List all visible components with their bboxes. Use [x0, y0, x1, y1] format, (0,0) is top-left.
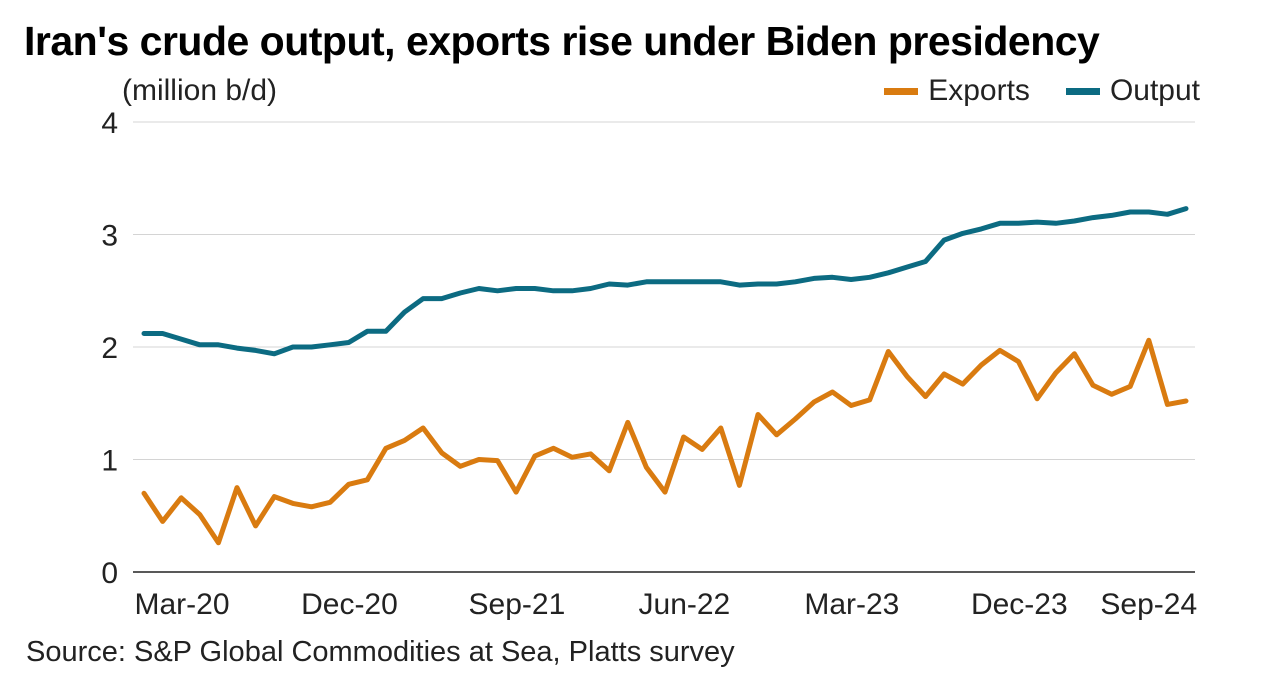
y-tick-label-0: 0 [101, 557, 118, 590]
x-tick-label-mar-20: Mar-20 [134, 588, 229, 621]
y-tick-label-1: 1 [101, 445, 118, 478]
x-tick-label-sep-24: Sep-24 [1100, 588, 1197, 621]
legend-label-output: Output [1109, 74, 1200, 107]
legend-label-exports: Exports [928, 74, 1030, 107]
source-note: Source: S&P Global Commodities at Sea, P… [26, 636, 735, 668]
legend-swatch-exports [884, 87, 919, 95]
x-tick-label-sep-21: Sep-21 [469, 588, 566, 621]
x-tick-label-mar-23: Mar-23 [804, 588, 899, 621]
legend-item-output: Output [1065, 74, 1200, 108]
series-line-exports [141, 337, 1189, 546]
x-tick-label-dec-20: Dec-20 [301, 588, 398, 621]
y-tick-label-3: 3 [101, 220, 118, 253]
y-tick-label-4: 4 [101, 107, 118, 140]
y-tick-label-2: 2 [101, 332, 118, 365]
series-line-output [141, 206, 1189, 357]
legend-swatch-output [1065, 87, 1100, 95]
x-tick-label-jun-22: Jun-22 [639, 588, 731, 621]
x-tick-label-dec-23: Dec-23 [971, 588, 1068, 621]
legend: Exports Output [884, 74, 1200, 108]
legend-item-exports: Exports [884, 74, 1030, 108]
chart-title: Iran's crude output, exports rise under … [24, 18, 1100, 64]
y-axis-unit-label: (million b/d) [122, 74, 278, 107]
